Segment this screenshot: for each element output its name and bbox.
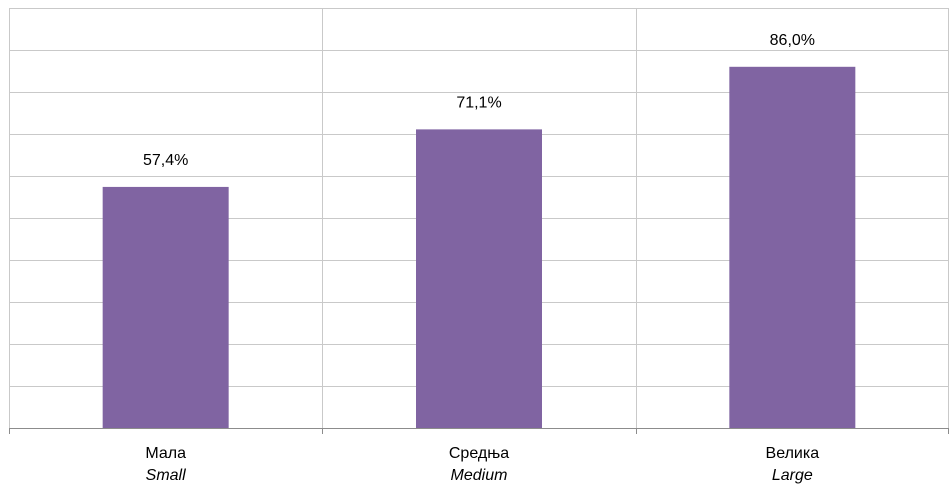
data-label-2: 71,1% [456,94,501,111]
data-label-3: 86,0% [770,32,815,49]
category-sublabel-3: Large [772,467,813,484]
category-sublabel-2: Medium [451,467,508,484]
category-label-2: Средња [449,445,509,462]
category-label-3: Велика [766,445,820,462]
category-sublabel-1: Small [146,467,186,484]
x-axis: Мала Small Средња Medium Велика Large [9,428,949,484]
category-label-1: Мала [145,445,186,462]
bars [102,66,856,429]
bar-2 [416,129,542,428]
bar-3 [729,66,856,429]
data-labels: 57,4% 71,1% 86,0% [143,32,815,169]
data-label-1: 57,4% [143,152,188,169]
bar-1 [102,186,229,428]
